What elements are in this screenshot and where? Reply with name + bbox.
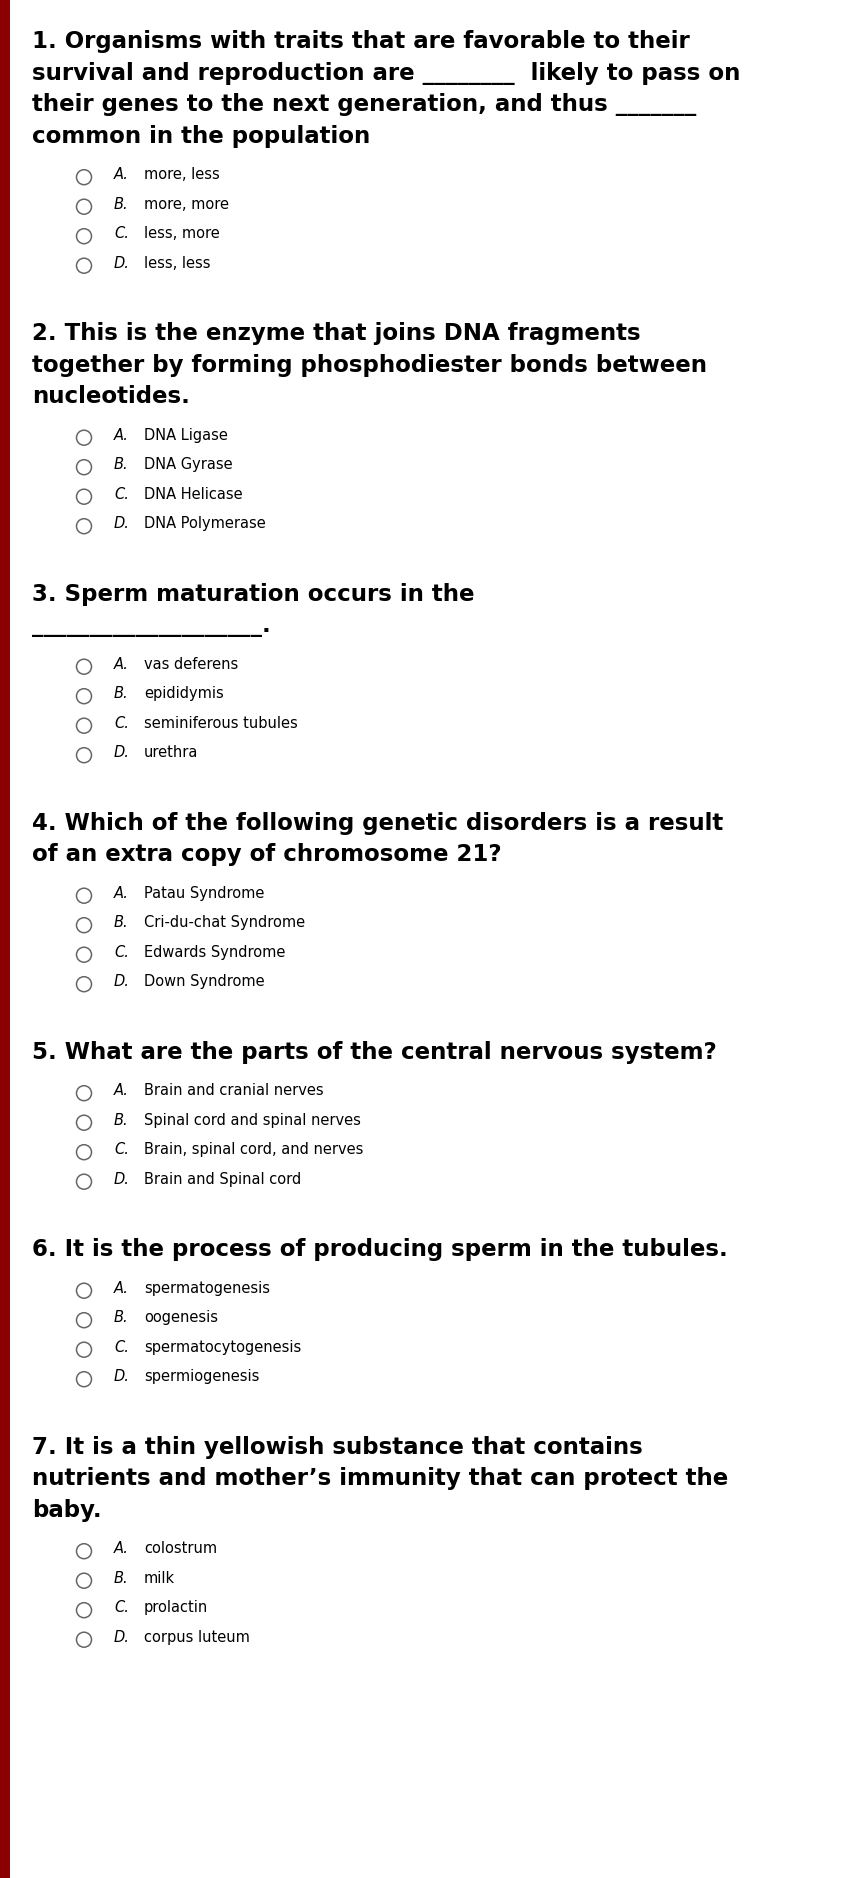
Text: D.: D. <box>114 516 130 531</box>
Text: Edwards Syndrome: Edwards Syndrome <box>144 945 286 960</box>
Text: B.: B. <box>114 1570 129 1585</box>
Text: corpus luteum: corpus luteum <box>144 1630 250 1645</box>
Text: oogenesis: oogenesis <box>144 1311 218 1326</box>
Text: together by forming phosphodiester bonds between: together by forming phosphodiester bonds… <box>32 353 707 376</box>
Text: less, less: less, less <box>144 255 210 270</box>
Text: urethra: urethra <box>144 746 198 761</box>
Bar <box>0 0 10 1878</box>
Text: 3. Sperm maturation occurs in the: 3. Sperm maturation occurs in the <box>32 582 475 605</box>
Text: colostrum: colostrum <box>144 1542 217 1557</box>
Text: their genes to the next generation, and thus _______: their genes to the next generation, and … <box>32 94 696 116</box>
Text: A.: A. <box>114 428 129 443</box>
Text: DNA Ligase: DNA Ligase <box>144 428 228 443</box>
Text: 5. What are the parts of the central nervous system?: 5. What are the parts of the central ner… <box>32 1040 717 1063</box>
Text: Brain and cranial nerves: Brain and cranial nerves <box>144 1084 324 1099</box>
Text: prolactin: prolactin <box>144 1600 209 1615</box>
Text: of an extra copy of chromosome 21?: of an extra copy of chromosome 21? <box>32 843 502 866</box>
Text: Patau Syndrome: Patau Syndrome <box>144 886 265 900</box>
Text: A.: A. <box>114 1281 129 1296</box>
Text: common in the population: common in the population <box>32 124 371 148</box>
Text: ____________________.: ____________________. <box>32 614 271 637</box>
Text: A.: A. <box>114 657 129 672</box>
Text: vas deferens: vas deferens <box>144 657 238 672</box>
Text: seminiferous tubules: seminiferous tubules <box>144 716 298 731</box>
Text: B.: B. <box>114 1112 129 1127</box>
Text: A.: A. <box>114 1542 129 1557</box>
Text: D.: D. <box>114 1369 130 1384</box>
Text: B.: B. <box>114 456 129 471</box>
Text: D.: D. <box>114 255 130 270</box>
Text: C.: C. <box>114 1339 129 1354</box>
Text: 4. Which of the following genetic disorders is a result: 4. Which of the following genetic disord… <box>32 811 723 834</box>
Text: less, more: less, more <box>144 225 220 240</box>
Text: A.: A. <box>114 167 129 182</box>
Text: 6. It is the process of producing sperm in the tubules.: 6. It is the process of producing sperm … <box>32 1238 728 1260</box>
Text: C.: C. <box>114 1142 129 1157</box>
Text: survival and reproduction are ________  likely to pass on: survival and reproduction are ________ l… <box>32 62 740 85</box>
Text: Brain and Spinal cord: Brain and Spinal cord <box>144 1172 301 1187</box>
Text: B.: B. <box>114 197 129 212</box>
Text: milk: milk <box>144 1570 176 1585</box>
Text: more, more: more, more <box>144 197 229 212</box>
Text: D.: D. <box>114 1630 130 1645</box>
Text: nucleotides.: nucleotides. <box>32 385 190 408</box>
Text: D.: D. <box>114 975 130 990</box>
Text: more, less: more, less <box>144 167 220 182</box>
Text: Down Syndrome: Down Syndrome <box>144 975 265 990</box>
Text: nutrients and mother’s immunity that can protect the: nutrients and mother’s immunity that can… <box>32 1467 728 1489</box>
Text: B.: B. <box>114 915 129 930</box>
Text: spermatocytogenesis: spermatocytogenesis <box>144 1339 301 1354</box>
Text: 7. It is a thin yellowish substance that contains: 7. It is a thin yellowish substance that… <box>32 1435 643 1459</box>
Text: 1. Organisms with traits that are favorable to their: 1. Organisms with traits that are favora… <box>32 30 689 53</box>
Text: Cri-du-chat Syndrome: Cri-du-chat Syndrome <box>144 915 305 930</box>
Text: D.: D. <box>114 746 130 761</box>
Text: 2. This is the enzyme that joins DNA fragments: 2. This is the enzyme that joins DNA fra… <box>32 321 640 346</box>
Text: DNA Gyrase: DNA Gyrase <box>144 456 232 471</box>
Text: baby.: baby. <box>32 1499 102 1521</box>
Text: C.: C. <box>114 716 129 731</box>
Text: C.: C. <box>114 945 129 960</box>
Text: Brain, spinal cord, and nerves: Brain, spinal cord, and nerves <box>144 1142 364 1157</box>
Text: spermatogenesis: spermatogenesis <box>144 1281 270 1296</box>
Text: DNA Helicase: DNA Helicase <box>144 486 243 501</box>
Text: Spinal cord and spinal nerves: Spinal cord and spinal nerves <box>144 1112 361 1127</box>
Text: B.: B. <box>114 685 129 700</box>
Text: epididymis: epididymis <box>144 685 224 700</box>
Text: C.: C. <box>114 225 129 240</box>
Text: A.: A. <box>114 886 129 900</box>
Text: B.: B. <box>114 1311 129 1326</box>
Text: DNA Polymerase: DNA Polymerase <box>144 516 265 531</box>
Text: C.: C. <box>114 486 129 501</box>
Text: spermiogenesis: spermiogenesis <box>144 1369 259 1384</box>
Text: D.: D. <box>114 1172 130 1187</box>
Text: C.: C. <box>114 1600 129 1615</box>
Text: A.: A. <box>114 1084 129 1099</box>
